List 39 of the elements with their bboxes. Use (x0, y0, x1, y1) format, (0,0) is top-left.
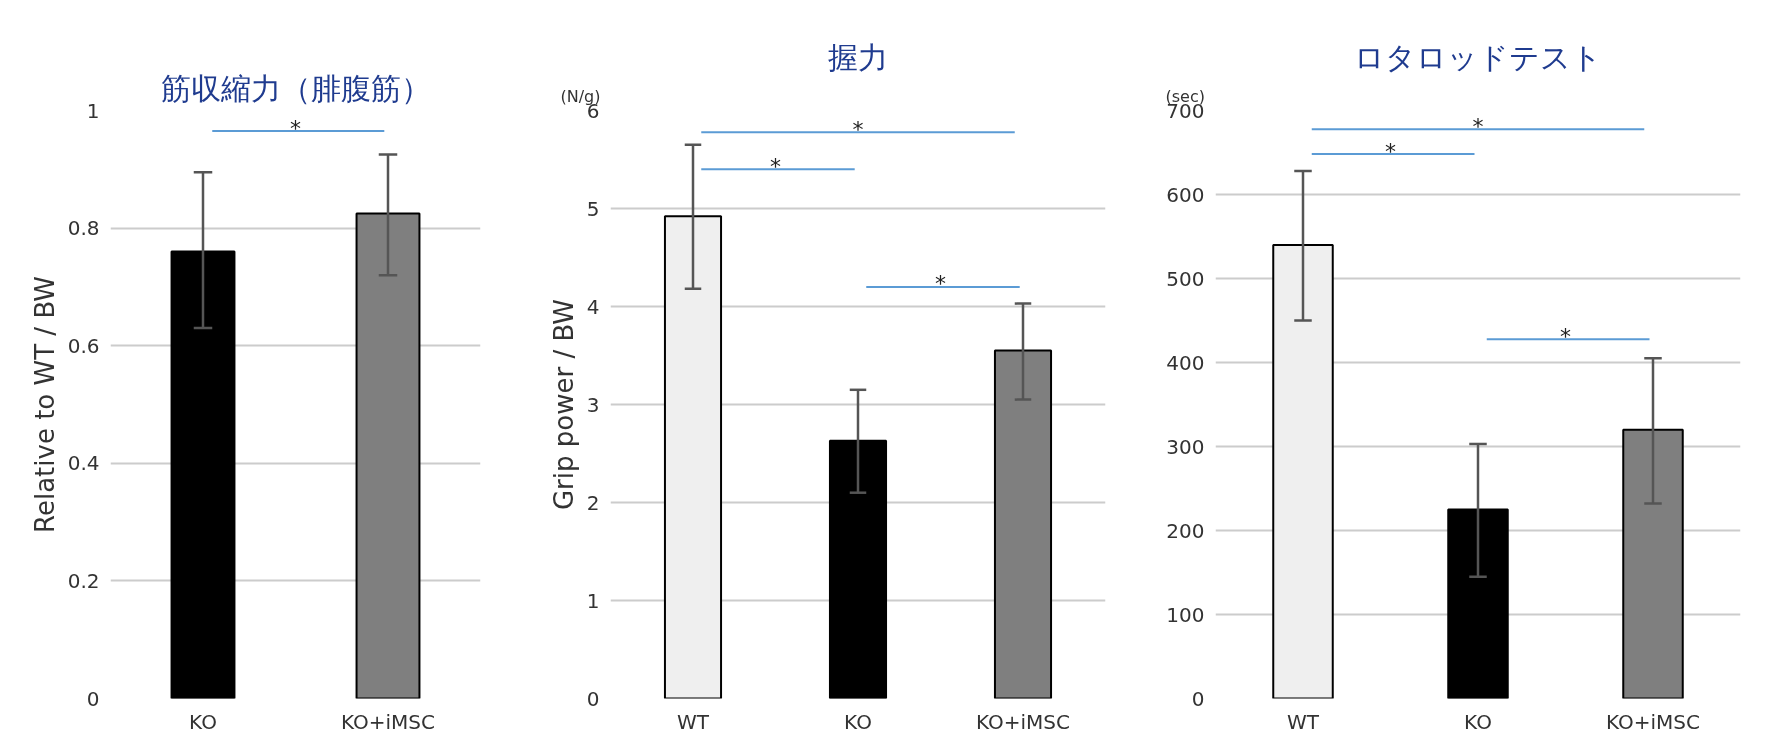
x-tick-label: KO (189, 709, 217, 734)
y-tick-label: 0.4 (67, 451, 100, 476)
y-tick-label: 0 (1191, 686, 1205, 711)
y-tick-label: 3 (586, 392, 600, 417)
y-tick-label: 0.8 (67, 216, 100, 241)
annotation: * (1385, 138, 1396, 164)
y-tick-label: 0 (86, 686, 100, 711)
annotation: * (770, 153, 781, 179)
y-tick-label: 0.6 (67, 333, 100, 358)
annotation: * (1560, 323, 1571, 349)
chart-title: 握力 (828, 39, 888, 75)
annotation: * (935, 271, 946, 297)
y-tick-label: 2 (586, 490, 600, 515)
y-axis-title: Relative to WT / BW (29, 276, 60, 533)
y-tick-label: 0 (586, 686, 600, 711)
x-tick-label: WT (677, 709, 710, 734)
y-tick-label: 400 (1166, 350, 1205, 375)
chart-title: ロタロッドテスト (1354, 39, 1602, 75)
x-tick-label: KO+iMSC (976, 709, 1070, 734)
annotation: * (290, 115, 301, 141)
y-tick-label: 1 (86, 98, 100, 123)
y-tick-label: 1 (586, 588, 600, 613)
x-tick-label: WT (1287, 709, 1320, 734)
x-tick-label: KO+iMSC (341, 709, 435, 734)
y-tick-label: 500 (1166, 266, 1205, 291)
y-tick-label: 100 (1166, 602, 1205, 627)
y-tick-label: 300 (1166, 434, 1205, 459)
y-axis-title: Grip power / BW (548, 298, 579, 511)
y-tick-label: 5 (586, 196, 600, 221)
chart-title: 筋収縮力（腓腹筋） (160, 70, 431, 106)
y-tick-label: 4 (586, 294, 600, 319)
y-tick-label: 200 (1166, 518, 1205, 543)
y-tick-label: 0.2 (67, 568, 100, 593)
x-tick-label: KO (1464, 709, 1492, 734)
y-tick-label: 600 (1166, 182, 1205, 207)
x-tick-label: KO (844, 709, 872, 734)
annotation: * (852, 116, 864, 142)
annotation: * (1472, 113, 1484, 139)
x-tick-label: KO+iMSC (1606, 709, 1700, 734)
